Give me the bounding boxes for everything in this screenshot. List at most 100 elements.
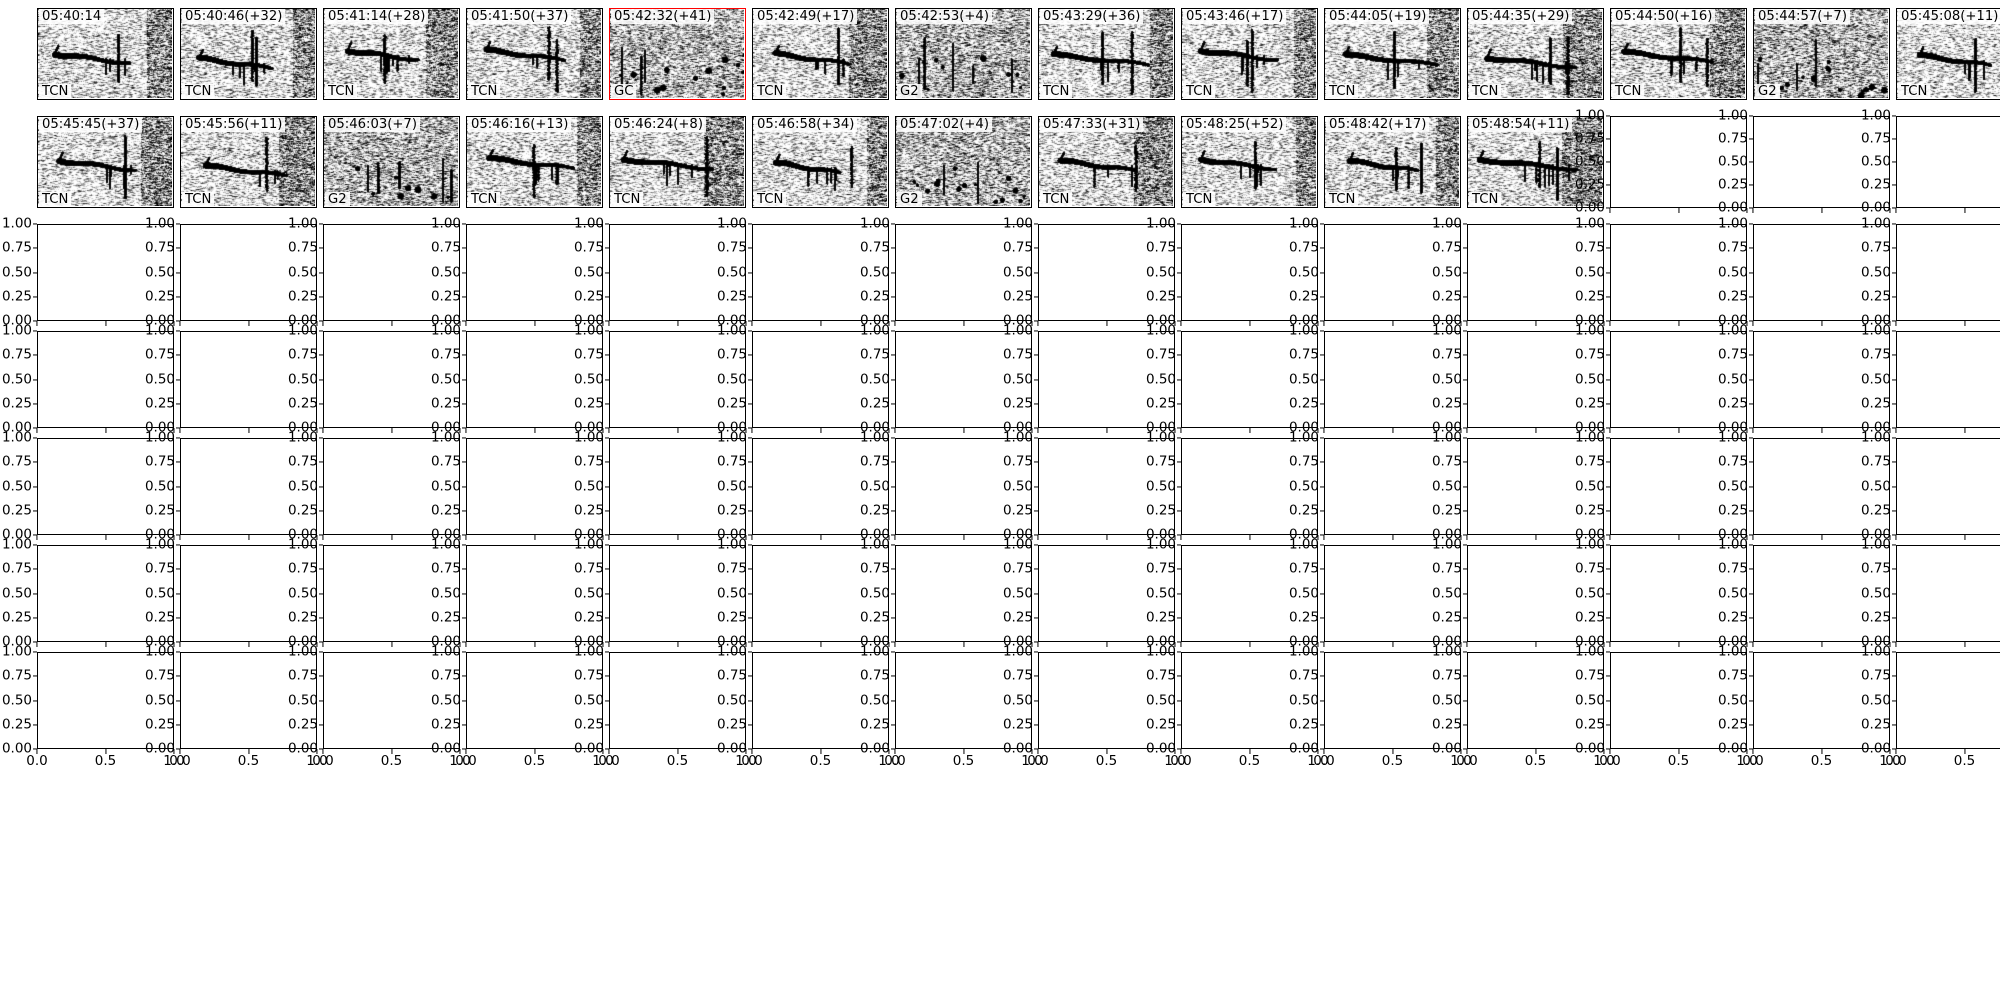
y-tick-label: 1.00 [1,322,32,339]
spectrogram-panel[interactable]: 05:41:50(+37) TCN [466,8,603,100]
spectrogram-panel[interactable]: 05:43:46(+17) TCN [1181,8,1318,100]
spectrogram-panel[interactable]: 05:45:08(+11) TCN [1896,8,2000,100]
x-tick-mark [1460,428,1462,433]
spectrogram-panel[interactable]: 05:46:24(+8) TCN [609,116,746,208]
y-tick-mark [890,437,895,439]
x-tick-mark [1609,428,1611,433]
y-tick-label: 0.50 [1002,477,1033,494]
y-tick-label: 0.50 [1288,691,1319,708]
panel-time-label: 05:42:32(+41) [611,9,715,24]
spectrogram-panel[interactable]: 05:46:58(+34) TCN [752,116,889,208]
x-tick-mark [888,749,890,754]
empty-axes: 1.00 0.75 0.50 0.25 0.00 [1003,217,1176,327]
y-tick-mark [175,320,180,322]
spectrogram-panel[interactable]: 05:41:14(+28) TCN [323,8,460,100]
panel-class-label: TCN [325,84,358,99]
y-tick-mark [747,699,752,702]
y-tick-mark [1748,427,1753,429]
axes-frame [1467,224,1604,321]
spectrogram-panel[interactable]: 05:48:25(+52) TCN [1181,116,1318,208]
spectrogram-panel[interactable]: 05:43:29(+36) TCN [1038,8,1175,100]
y-tick-mark [747,378,752,381]
y-tick-mark [1462,461,1467,463]
x-tick-mark [1889,749,1891,754]
spectrogram-panel[interactable]: 05:48:54(+11) TCN [1467,116,1604,208]
y-tick-mark [175,427,180,429]
spectrogram-panel[interactable]: 05:47:33(+31) TCN [1038,116,1175,208]
axes-frame [37,652,174,749]
y-tick-label: 0.50 [1717,584,1748,601]
empty-axes: 1.00 0.75 0.50 0.25 0.00 [2,431,175,541]
y-tick-label: 0.25 [716,502,747,518]
y-tick-label: 0.25 [287,395,318,411]
y-tick-label: 0.50 [430,691,461,708]
spectrogram-panel[interactable]: 05:47:02(+4) G2 [895,116,1032,208]
spectrogram-panel[interactable]: 05:44:05(+19) TCN [1324,8,1461,100]
y-tick-label: 0.75 [1288,346,1319,363]
y-tick-label: 1.00 [144,643,175,660]
spectrogram-panel[interactable]: 05:40:14 TCN [37,8,174,100]
x-tick-mark [894,642,896,647]
y-tick-label: 1.00 [859,536,890,553]
spectrogram-panel[interactable]: 05:42:32(+41) GC [609,8,746,100]
spectrogram-panel[interactable]: 05:44:50(+16) TCN [1610,8,1747,100]
y-tick-label: 1.00 [859,322,890,339]
spectrogram-panel[interactable]: 05:42:49(+17) TCN [752,8,889,100]
y-tick-mark [318,427,323,429]
y-tick-mark [318,320,323,322]
y-tick-label: 0.75 [1145,346,1176,363]
spectrogram-panel[interactable]: 05:44:57(+7) G2 [1753,8,1890,100]
x-tick-mark [1746,428,1748,433]
x-tick-mark [104,642,107,647]
y-tick-label: 1.00 [573,322,604,339]
spectrogram-panel[interactable]: 05:46:16(+13) TCN [466,116,603,208]
empty-axes: 1.00 0.75 0.50 0.25 0.00 [431,431,604,541]
y-tick-mark [175,403,180,405]
y-tick-mark [1462,354,1467,356]
y-tick-mark [604,699,609,702]
x-tick-mark [36,428,38,433]
y-tick-label: 1.00 [573,536,604,553]
x-tick-mark [888,535,890,540]
y-tick-label: 1.00 [144,215,175,232]
panel-time-label: 05:44:35(+29) [1469,9,1573,24]
spectrogram-panel[interactable]: 05:48:42(+17) TCN [1324,116,1461,208]
spectrogram-panel[interactable]: 05:44:35(+29) TCN [1467,8,1604,100]
x-tick-mark [1895,208,1897,213]
y-tick-label: 0.25 [1145,288,1176,304]
y-tick-label: 0.00 [1145,312,1176,329]
x-tick-label: 0.5 [380,753,403,769]
y-tick-mark [1319,748,1324,750]
empty-axes: 1.00 0.75 0.50 0.25 0.00 [574,217,747,327]
y-tick-label: 0.00 [1574,740,1605,757]
y-tick-mark [1891,403,1896,405]
panel-class-label: TCN [1612,84,1645,99]
y-tick-label: 0.25 [1717,395,1748,411]
y-tick-label: 0.00 [1574,312,1605,329]
y-tick-label: 0.00 [573,633,604,650]
spectrogram-panel[interactable]: 05:45:45(+37) TCN [37,116,174,208]
y-tick-label: 0.25 [1574,502,1605,518]
y-tick-label: 0.00 [1860,740,1891,757]
x-tick-mark [1174,321,1176,326]
x-tick-mark [1037,321,1039,326]
empty-axes: 1.00 0.75 0.50 0.25 0.00 [1575,217,1748,327]
y-tick-label: 0.50 [1574,370,1605,387]
y-tick-mark [175,354,180,356]
spectrogram-panel[interactable]: 05:40:46(+32) TCN [180,8,317,100]
spectrogram-panel[interactable]: 05:45:56(+11) TCN [180,116,317,208]
spectrogram-panel[interactable]: 05:42:53(+4) G2 [895,8,1032,100]
y-tick-mark [1748,461,1753,463]
empty-axes: 1.00 0.75 0.50 0.25 0.00 [1861,431,2000,541]
spectrogram-panel[interactable]: 05:46:03(+7) G2 [323,116,460,208]
y-tick-mark [1891,354,1896,356]
y-tick-mark [1319,354,1324,356]
x-tick-mark [533,535,536,540]
y-tick-label: 0.50 [573,691,604,708]
x-tick-mark [1031,428,1033,433]
y-tick-label: 0.75 [1002,560,1033,577]
y-tick-label: 0.00 [1431,526,1462,543]
y-tick-label: 0.50 [430,477,461,494]
y-tick-mark [1176,568,1181,570]
y-tick-mark [461,485,466,488]
